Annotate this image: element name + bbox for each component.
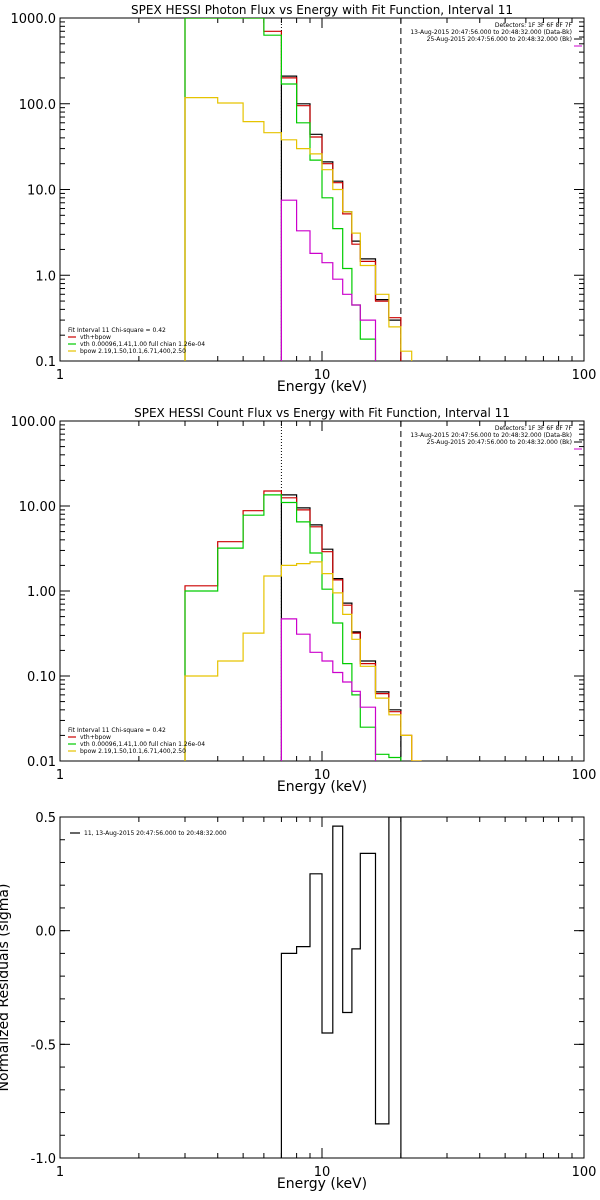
legend-entry: bpow 2.19,1.50,10.1,6.71,400,2.50: [80, 348, 186, 355]
info-text: Detectors: 1F 3F 6F 8F 7F: [495, 22, 573, 29]
series-data-line: [280, 494, 402, 761]
info-text: 25-Aug-2015 20:47:56.000 to 20:48:32.000…: [427, 36, 572, 43]
x-tick-label: 100: [572, 368, 597, 383]
legend-entry: vth+bpow: [80, 734, 111, 741]
y-tick-label: 1.0: [35, 269, 56, 284]
y-axis-label: Normalized Residuals (sigma): [0, 884, 12, 1092]
info-text: 25-Aug-2015 20:47:56.000 to 20:48:32.000…: [427, 439, 572, 446]
y-tick-label: -1.0: [31, 1152, 56, 1167]
x-tick-label: 10: [314, 768, 331, 783]
x-tick-label: 100: [572, 768, 597, 783]
y-tick-label: 0.5: [35, 811, 56, 826]
x-tick-label: 10: [314, 1165, 331, 1180]
y-tick-label: 100.00: [11, 415, 57, 430]
legend-title: Fit Interval 11 Chi-square = 0.42: [68, 727, 166, 734]
panel-1: SPEX HESSI Photon Flux vs Energy with Fi…: [11, 3, 597, 395]
y-tick-label: 10.00: [19, 500, 56, 515]
series-data-line: [280, 75, 402, 361]
legend-entry: 11, 13-Aug-2015 20:47:56.000 to 20:48:32…: [84, 830, 227, 837]
chart-title: SPEX HESSI Count Flux vs Energy with Fit…: [134, 406, 510, 420]
x-tick-label: 1: [56, 1165, 64, 1180]
series-bpow-line: [184, 97, 413, 361]
series-bpow-line: [184, 561, 422, 761]
series-group: [184, 18, 413, 361]
y-tick-label: 0.01: [27, 755, 56, 770]
series-total-line: [184, 490, 422, 761]
series-bk-line: [280, 618, 377, 761]
y-tick-label: 100.0: [19, 98, 56, 113]
x-axis-label: Energy (keV): [277, 379, 367, 395]
panel-3: 1 10 100 Energy (keV) -1.0 -0.5 0.0 0.5 Normaliz…: [0, 811, 596, 1192]
x-axis-label: Energy (keV): [277, 1176, 367, 1192]
info-text: 13-Aug-2015 20:47:56.000 to 20:48:32.000…: [410, 29, 572, 36]
y-tick-label: 0.10: [27, 670, 56, 685]
legend-entry: bpow 2.19,1.50,10.1,6.71,400,2.50: [80, 748, 186, 755]
series-bk-line: [280, 199, 377, 361]
chart-title: SPEX HESSI Photon Flux vs Energy with Fi…: [131, 3, 513, 17]
y-tick-label: 0.1: [35, 355, 56, 370]
y-tick-label: 1.00: [27, 585, 56, 600]
legend-entry: vth 0.00096,1.41,1.00 full chian 1.26e-0…: [80, 741, 205, 748]
x-tick-label: 100: [572, 1165, 597, 1180]
series-data-line: [280, 817, 402, 1158]
x-tick-label: 1: [56, 768, 64, 783]
legend-title: Fit Interval 11 Chi-square = 0.42: [68, 327, 166, 334]
y-tick-label: 10.0: [27, 184, 56, 199]
series-vth-line: [184, 494, 402, 761]
y-tick-label: 1000.0: [11, 12, 57, 27]
x-axis-label: Energy (keV): [277, 779, 367, 795]
plot-frame: [59, 420, 585, 762]
y-tick-label: -0.5: [31, 1038, 56, 1053]
legend-entry: vth 0.00096,1.41,1.00 full chian 1.26e-0…: [80, 341, 205, 348]
info-text: 13-Aug-2015 20:47:56.000 to 20:48:32.000…: [410, 432, 572, 439]
legend-entry: vth+bpow: [80, 334, 111, 341]
series-total-line: [184, 18, 402, 361]
series-group: [184, 490, 422, 761]
series-group: [280, 817, 402, 1158]
x-tick-label: 10: [314, 368, 331, 383]
series-vth-line: [184, 18, 377, 361]
panel-2: SPEX HESSI Count Flux vs Energy with Fit…: [11, 406, 597, 795]
x-tick-label: 1: [56, 368, 64, 383]
info-text: Detectors: 1F 3F 6F 8F 7F: [495, 425, 573, 432]
y-tick-label: 0.0: [35, 925, 56, 940]
